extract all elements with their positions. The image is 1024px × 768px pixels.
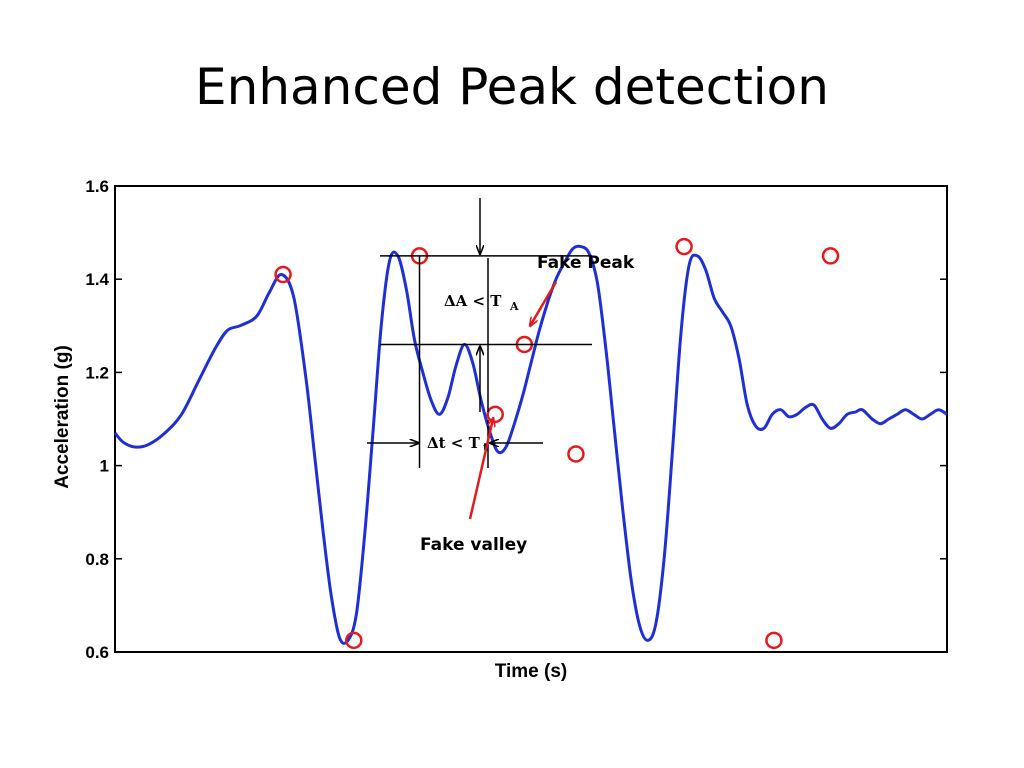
plot-frame — [114, 185, 948, 653]
plot-border — [114, 185, 948, 653]
fake-valley-arrow — [468, 418, 493, 520]
y-tick-label: 1.6 — [85, 177, 109, 196]
y-tick-label: 1 — [100, 457, 109, 476]
y-tick-label: 0.6 — [85, 643, 109, 662]
delta-t-label: Δt < T — [427, 434, 481, 452]
y-axis-title: Acceleration (g) — [52, 345, 73, 489]
y-tick-label: 0.8 — [85, 550, 109, 569]
x-axis-title: Time (s) — [495, 661, 568, 682]
extremum-marker — [274, 265, 292, 284]
extremum-marker — [821, 247, 840, 265]
extremum-marker — [486, 405, 504, 424]
y-tick-label: 1.4 — [85, 270, 109, 289]
delta-a-label: ΔA < T — [444, 292, 502, 310]
extremum-marker — [345, 631, 363, 650]
extremum-marker — [675, 237, 693, 256]
delta-a-subscript: A — [509, 300, 519, 313]
extremum-marker — [765, 631, 783, 650]
y-axis: 0.6 0.8 1 1.2 1.4 1.6 — [85, 177, 947, 662]
series-layer — [113, 244, 948, 645]
slide-title: Enhanced Peak detection — [195, 58, 829, 116]
extremum-marker — [567, 445, 585, 463]
fake-peak-label: Fake Peak — [537, 253, 635, 273]
fake-peak-arrow — [530, 281, 558, 326]
acceleration-series-line — [113, 244, 948, 645]
fake-valley-label: Fake valley — [420, 535, 527, 555]
y-tick-label: 1.2 — [85, 363, 109, 382]
